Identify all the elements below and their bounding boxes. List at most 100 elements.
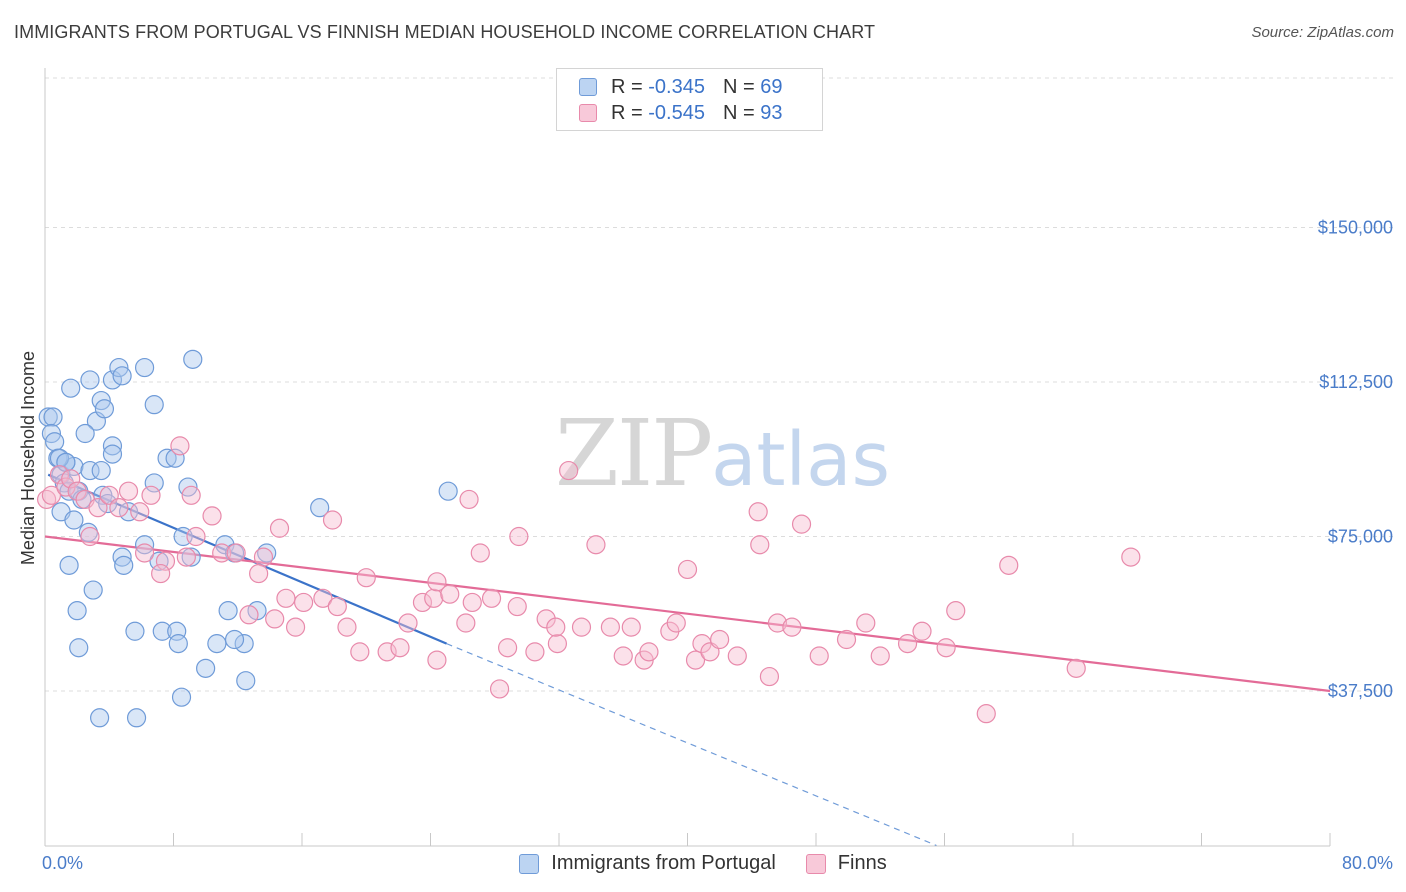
legend-swatch-finns (805, 853, 826, 874)
point-portugal (80, 370, 100, 390)
watermark: ZIPatlas (555, 400, 890, 507)
point-finns (80, 526, 100, 547)
legend-label-portugal: Immigrants from Portugal (551, 852, 776, 874)
point-finns (470, 543, 490, 563)
point-finns (870, 646, 890, 666)
point-finns (181, 485, 201, 505)
point-finns (767, 613, 788, 633)
point-finns (791, 514, 812, 534)
point-finns (897, 634, 918, 654)
point-finns (836, 629, 857, 650)
legend-swatch-portugal (579, 78, 597, 96)
y-tick-label: $150,000 (1318, 218, 1393, 238)
y-axis-title: Median Household Income (18, 351, 38, 565)
point-finns (489, 679, 510, 699)
point-finns (666, 613, 686, 633)
point-portugal (310, 498, 330, 518)
point-finns (809, 646, 829, 666)
point-portugal (234, 634, 254, 654)
point-finns (212, 543, 232, 563)
point-portugal (94, 399, 115, 419)
point-portugal (207, 634, 227, 654)
legend-r-value: -0.545 (648, 101, 705, 124)
point-finns (727, 646, 747, 666)
point-portugal (80, 460, 100, 481)
point-finns (377, 642, 397, 662)
point-finns (546, 617, 566, 637)
x-tick-label: 0.0% (42, 853, 83, 873)
point-finns (912, 621, 932, 641)
point-portugal (118, 502, 139, 522)
point-finns (525, 642, 545, 662)
trend-portugal-extension (446, 643, 937, 847)
point-portugal (134, 535, 155, 555)
point-finns (109, 498, 129, 518)
point-finns (936, 638, 956, 658)
point-finns (427, 572, 447, 592)
point-portugal (102, 436, 123, 456)
legend-n-value: 93 (760, 101, 783, 124)
point-portugal (167, 621, 187, 641)
point-portugal (45, 432, 65, 452)
point-finns (285, 617, 306, 637)
point-finns (350, 642, 370, 662)
source-label: Source: ZipAtlas.com (1251, 24, 1394, 41)
point-finns (61, 469, 81, 489)
point-portugal (114, 555, 134, 575)
legend-item-portugal: Immigrants from Portugal (519, 852, 776, 875)
point-portugal (165, 448, 185, 468)
point-portugal (157, 448, 177, 468)
legend-swatch-finns (579, 104, 597, 122)
point-finns (398, 613, 418, 633)
point-portugal (144, 473, 164, 493)
legend-n-label: N = (722, 101, 755, 124)
point-portugal (69, 638, 89, 658)
point-portugal (438, 481, 458, 501)
point-finns (239, 605, 259, 625)
point-finns (276, 588, 296, 608)
point-finns (249, 563, 269, 584)
point-finns (427, 650, 447, 670)
legend-item-finns: Finns (805, 852, 887, 875)
point-finns (170, 436, 190, 456)
legend-r-label: R = (611, 101, 643, 124)
point-portugal (181, 547, 201, 567)
point-finns (462, 592, 482, 613)
point-finns (481, 588, 502, 608)
legend-row-portugal: R = -0.345 N = 69 (579, 74, 782, 100)
point-finns (498, 638, 518, 658)
point-finns (88, 498, 108, 518)
point-finns (621, 617, 641, 637)
point-portugal (236, 671, 256, 691)
point-portugal (67, 601, 87, 621)
point-portugal (59, 555, 79, 575)
point-portugal (218, 601, 238, 621)
point-finns (269, 518, 290, 538)
point-finns (155, 551, 176, 571)
point-finns (685, 650, 706, 670)
point-finns (536, 609, 556, 629)
point-finns (356, 568, 376, 588)
point-portugal (149, 551, 169, 571)
point-portugal (171, 687, 192, 707)
point-portugal (152, 621, 172, 641)
point-finns (976, 704, 996, 724)
point-finns (265, 609, 285, 629)
grid-lines (45, 77, 1395, 692)
point-finns (67, 481, 87, 501)
point-portugal (183, 349, 203, 369)
point-portugal (61, 378, 81, 398)
point-portugal (83, 580, 103, 600)
point-portugal (90, 708, 110, 728)
point-portugal (144, 395, 164, 415)
point-finns (226, 543, 246, 563)
y-tick-label: $75,000 (1328, 527, 1393, 547)
chart-title: IMMIGRANTS FROM PORTUGAL VS FINNISH MEDI… (14, 22, 876, 42)
point-portugal (168, 634, 188, 654)
point-finns (130, 502, 150, 522)
point-finns (41, 485, 62, 505)
point-finns (186, 526, 206, 547)
point-portugal (91, 460, 111, 481)
point-portugal (98, 493, 118, 514)
